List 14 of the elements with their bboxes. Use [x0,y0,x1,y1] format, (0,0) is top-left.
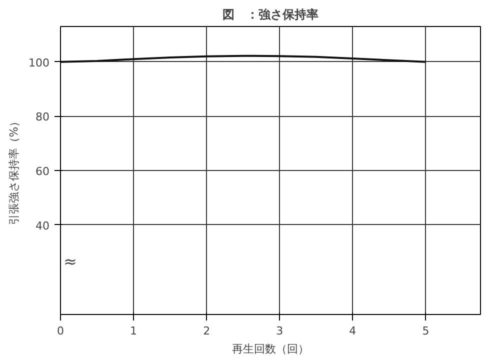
x-axis-title: 再生回数（回） [232,342,309,356]
y-tick-label: 60 [36,165,50,178]
x-tick-label: 5 [422,324,430,338]
x-tick-label: 1 [130,324,138,338]
annotation: ≈ [64,252,77,272]
y-axis-title: 引張強さ保持率（%） [8,116,21,226]
y-tick-label: 40 [36,219,50,232]
x-tick-label: 4 [349,324,356,338]
x-tick-label: 3 [276,324,284,338]
x-tick-label: 0 [57,324,64,338]
chart-title: 図 ：強さ保持率 [222,8,318,22]
y-tick-label: 100 [28,56,50,70]
x-tick-label: 2 [203,324,210,338]
y-tick-label: 80 [36,110,50,124]
